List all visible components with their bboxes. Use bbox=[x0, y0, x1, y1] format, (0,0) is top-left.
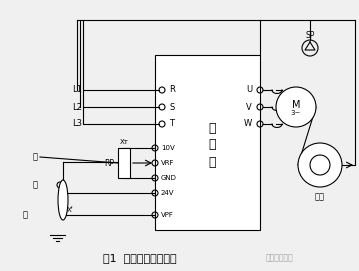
Circle shape bbox=[310, 155, 330, 175]
Text: 10V: 10V bbox=[161, 145, 175, 151]
Text: Xᴛ: Xᴛ bbox=[120, 139, 129, 145]
Text: Xᶠ: Xᶠ bbox=[66, 207, 74, 213]
Circle shape bbox=[276, 87, 316, 127]
Text: U: U bbox=[246, 85, 252, 95]
Text: VRF: VRF bbox=[161, 160, 174, 166]
Text: 3~: 3~ bbox=[291, 110, 301, 116]
Bar bbox=[155, 55, 260, 230]
Text: S: S bbox=[169, 102, 174, 111]
Text: W: W bbox=[244, 120, 252, 128]
Text: RP: RP bbox=[104, 159, 114, 167]
Text: 水泵: 水泵 bbox=[315, 192, 325, 202]
Bar bbox=[118, 148, 130, 178]
Text: 变
频
器: 变 频 器 bbox=[208, 121, 216, 169]
Text: T: T bbox=[169, 120, 174, 128]
Text: L1: L1 bbox=[72, 85, 82, 95]
Text: M: M bbox=[292, 100, 300, 110]
Text: 红: 红 bbox=[33, 180, 37, 189]
Text: 黑: 黑 bbox=[33, 153, 37, 162]
Text: L3: L3 bbox=[72, 120, 82, 128]
Text: 电工电气学习: 电工电气学习 bbox=[266, 253, 294, 263]
Text: V: V bbox=[246, 102, 252, 111]
Text: R: R bbox=[169, 85, 175, 95]
Text: VPF: VPF bbox=[161, 212, 174, 218]
Text: GND: GND bbox=[161, 175, 177, 181]
Text: 图1  单泵恒压供水电路: 图1 单泵恒压供水电路 bbox=[103, 253, 177, 263]
Text: L2: L2 bbox=[72, 102, 82, 111]
Text: 24V: 24V bbox=[161, 190, 174, 196]
Ellipse shape bbox=[58, 180, 68, 220]
Text: SP: SP bbox=[305, 31, 315, 40]
Circle shape bbox=[298, 143, 342, 187]
Text: 绿: 绿 bbox=[23, 211, 28, 220]
